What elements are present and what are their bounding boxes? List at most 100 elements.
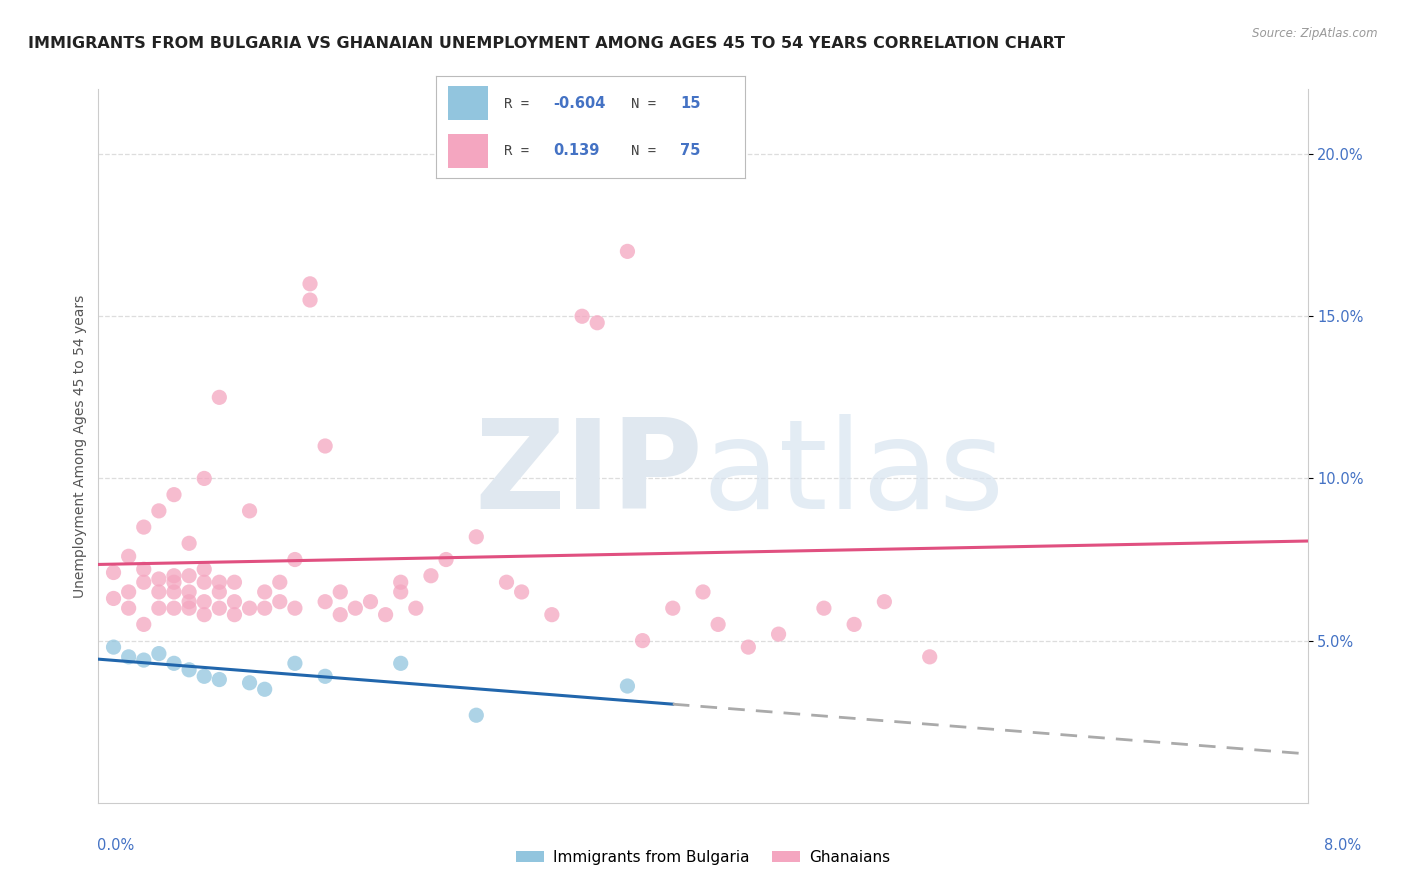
Point [148,504,170,518]
Point [918,649,941,664]
Point [692,585,714,599]
Point [224,595,246,609]
Point [118,585,141,599]
Point [737,640,759,654]
Point [434,552,457,566]
Point [284,601,307,615]
Point [616,679,638,693]
Point [132,562,155,576]
Point [208,575,231,590]
Point [179,663,201,677]
Text: R =: R = [503,144,546,158]
Point [179,585,201,599]
Point [465,708,488,723]
Point [631,633,654,648]
Point [284,657,307,671]
Point [420,568,443,582]
Point [103,640,125,654]
Point [374,607,396,622]
Point [163,657,186,671]
Point [193,595,215,609]
Point [329,607,352,622]
Legend: Immigrants from Bulgaria, Ghanaians: Immigrants from Bulgaria, Ghanaians [510,844,896,871]
Point [132,575,155,590]
Point [208,585,231,599]
Point [314,669,336,683]
Point [118,601,141,615]
Point [586,316,609,330]
Point [179,536,201,550]
Point [179,601,201,615]
Point [224,575,246,590]
Point [118,549,141,564]
Point [132,653,155,667]
Point [299,277,322,291]
Point [103,566,125,580]
Point [148,585,170,599]
Text: 75: 75 [681,144,700,158]
Point [661,601,683,615]
Point [193,471,215,485]
Point [253,601,276,615]
Point [253,585,276,599]
Point [813,601,835,615]
Point [148,572,170,586]
Point [389,585,412,599]
Text: ZIP: ZIP [474,414,703,535]
Point [163,585,186,599]
Point [314,595,336,609]
Text: R =: R = [503,96,537,111]
Point [344,601,367,615]
Text: 0.139: 0.139 [554,144,600,158]
Bar [449,135,488,168]
Point [253,682,276,697]
Point [208,601,231,615]
Point [224,607,246,622]
Y-axis label: Unemployment Among Ages 45 to 54 years: Unemployment Among Ages 45 to 54 years [73,294,87,598]
Point [540,607,562,622]
Point [118,649,141,664]
Point [239,675,262,690]
Point [616,244,638,259]
Point [179,568,201,582]
Point [193,575,215,590]
Point [193,669,215,683]
Point [208,390,231,404]
Point [132,617,155,632]
Point [465,530,488,544]
Point [571,310,593,324]
Point [239,601,262,615]
Text: 8.0%: 8.0% [1324,838,1361,853]
Point [405,601,427,615]
Text: atlas: atlas [703,414,1005,535]
Point [208,673,231,687]
Text: 15: 15 [681,96,700,111]
Text: -0.604: -0.604 [554,96,606,111]
Point [163,575,186,590]
Point [873,595,896,609]
Point [768,627,790,641]
Point [148,647,170,661]
Bar [449,87,488,120]
Point [163,568,186,582]
Point [314,439,336,453]
Point [540,147,562,161]
Point [269,595,291,609]
Point [389,657,412,671]
Point [844,617,866,632]
Point [495,575,517,590]
Text: N =: N = [631,144,664,158]
Point [103,591,125,606]
Point [239,504,262,518]
Point [284,552,307,566]
Point [193,607,215,622]
Text: IMMIGRANTS FROM BULGARIA VS GHANAIAN UNEMPLOYMENT AMONG AGES 45 TO 54 YEARS CORR: IMMIGRANTS FROM BULGARIA VS GHANAIAN UNE… [28,36,1066,51]
Point [132,520,155,534]
Point [510,585,533,599]
Text: N =: N = [631,96,664,111]
Text: 0.0%: 0.0% [97,838,134,853]
Point [163,601,186,615]
Point [360,595,382,609]
Point [163,488,186,502]
Text: Source: ZipAtlas.com: Source: ZipAtlas.com [1253,27,1378,40]
